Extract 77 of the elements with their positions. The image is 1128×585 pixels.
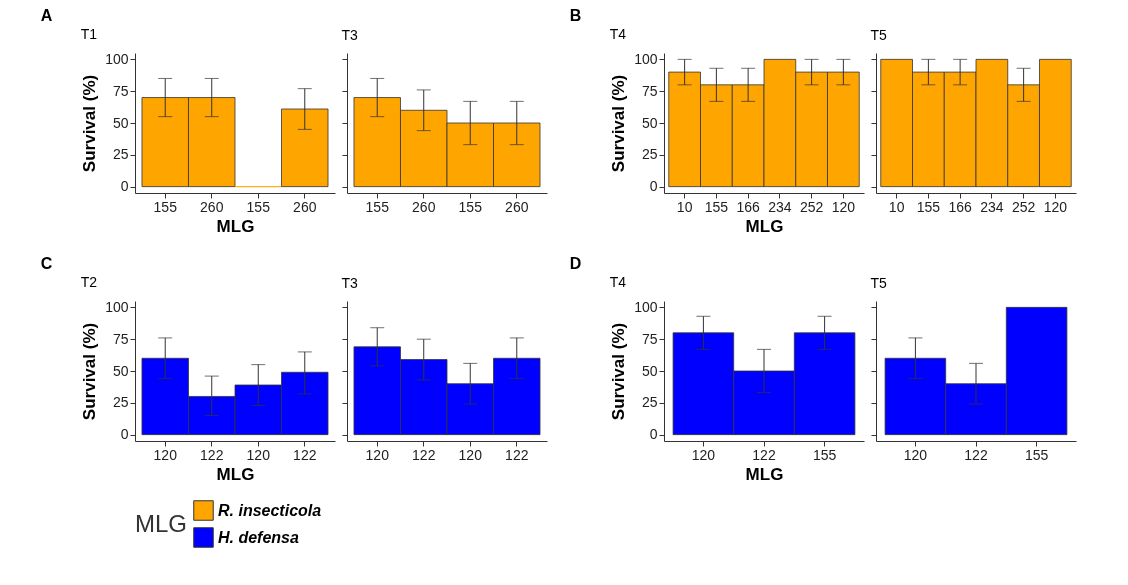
x-tick-label: 122 [200, 446, 224, 463]
y-tick-label: 100 [634, 50, 658, 67]
y-tick-label: 0 [649, 426, 658, 443]
y-tick-label: 0 [120, 426, 129, 443]
x-tick-label: 10 [676, 198, 693, 215]
x-tick-label: 10 [888, 198, 905, 215]
y-tick-label: 100 [634, 298, 658, 315]
chart-title: T2 [80, 274, 98, 291]
y-tick-label: 25 [112, 394, 129, 411]
chart-title: T3 [341, 27, 359, 43]
y-tick-label: 75 [112, 330, 129, 347]
x-tick-label: 252 [1011, 198, 1036, 215]
x-tick-label: 260 [505, 198, 529, 215]
x-tick-label: 155 [812, 446, 837, 463]
y-axis-title: Survival (%) [80, 322, 100, 421]
y-axis-title: Survival (%) [609, 322, 629, 421]
x-tick-label: 122 [752, 446, 776, 463]
x-tick-label: 120 [831, 198, 856, 215]
text: D [569, 255, 582, 273]
x-tick-label: 120 [365, 446, 390, 463]
x-tick-label: 155 [916, 198, 941, 215]
x-tick-label: 155 [153, 198, 178, 215]
x-tick-label: 120 [691, 446, 716, 463]
y-tick-label: 100 [105, 298, 129, 315]
x-tick-label: 166 [736, 198, 761, 215]
chart-title: T4 [609, 26, 627, 43]
y-tick-label: 50 [641, 114, 658, 131]
x-tick-label: 155 [1024, 446, 1049, 463]
x-tick-label: 234 [980, 198, 1004, 215]
legend-title: MLG [135, 510, 188, 537]
x-tick-label: 120 [1043, 198, 1068, 215]
x-tick-label: 120 [903, 446, 928, 463]
x-axis-title: MLG [216, 216, 255, 236]
x-tick-label: 122 [412, 446, 436, 463]
y-tick-label: 25 [641, 394, 658, 411]
y-tick-label: 50 [112, 362, 129, 379]
x-tick-label: 260 [293, 198, 317, 215]
chart-title: T5 [870, 27, 888, 43]
chart-title: T4 [609, 274, 627, 291]
y-tick-label: 25 [641, 146, 658, 163]
y-tick-label: 100 [105, 50, 129, 67]
chart-title: T3 [341, 275, 359, 291]
x-axis-title: MLG [745, 216, 784, 236]
y-tick-label: 25 [112, 146, 129, 163]
text: B [569, 7, 582, 25]
y-tick-label: 50 [641, 362, 658, 379]
x-tick-label: 155 [246, 198, 271, 215]
text: A [40, 7, 53, 25]
y-tick-label: 50 [112, 114, 129, 131]
chart-title: T1 [80, 26, 98, 43]
x-tick-label: 120 [153, 446, 178, 463]
x-tick-label: 155 [704, 198, 729, 215]
x-tick-label: 252 [799, 198, 824, 215]
legend-label: H. defensa [218, 528, 300, 546]
x-tick-label: 122 [505, 446, 529, 463]
x-tick-label: 122 [293, 446, 317, 463]
x-axis-title: MLG [216, 464, 255, 484]
y-tick-label: 75 [641, 82, 658, 99]
x-tick-label: 122 [964, 446, 988, 463]
y-tick-label: 75 [112, 82, 129, 99]
y-tick-label: 75 [641, 330, 658, 347]
legend-label: R. insecticola [218, 501, 322, 519]
x-tick-label: 260 [412, 198, 436, 215]
x-tick-label: 120 [246, 446, 271, 463]
x-tick-label: 155 [365, 198, 390, 215]
x-tick-label: 260 [200, 198, 224, 215]
y-axis-title: Survival (%) [80, 74, 100, 173]
y-tick-label: 0 [649, 178, 658, 195]
x-axis-title: MLG [745, 464, 784, 484]
y-tick-label: 0 [120, 178, 129, 195]
x-tick-label: 234 [768, 198, 792, 215]
x-tick-label: 155 [458, 198, 483, 215]
chart-title: T5 [870, 275, 888, 291]
x-tick-label: 120 [458, 446, 483, 463]
y-axis-title: Survival (%) [609, 74, 629, 173]
text: C [40, 255, 53, 273]
x-tick-label: 166 [948, 198, 973, 215]
